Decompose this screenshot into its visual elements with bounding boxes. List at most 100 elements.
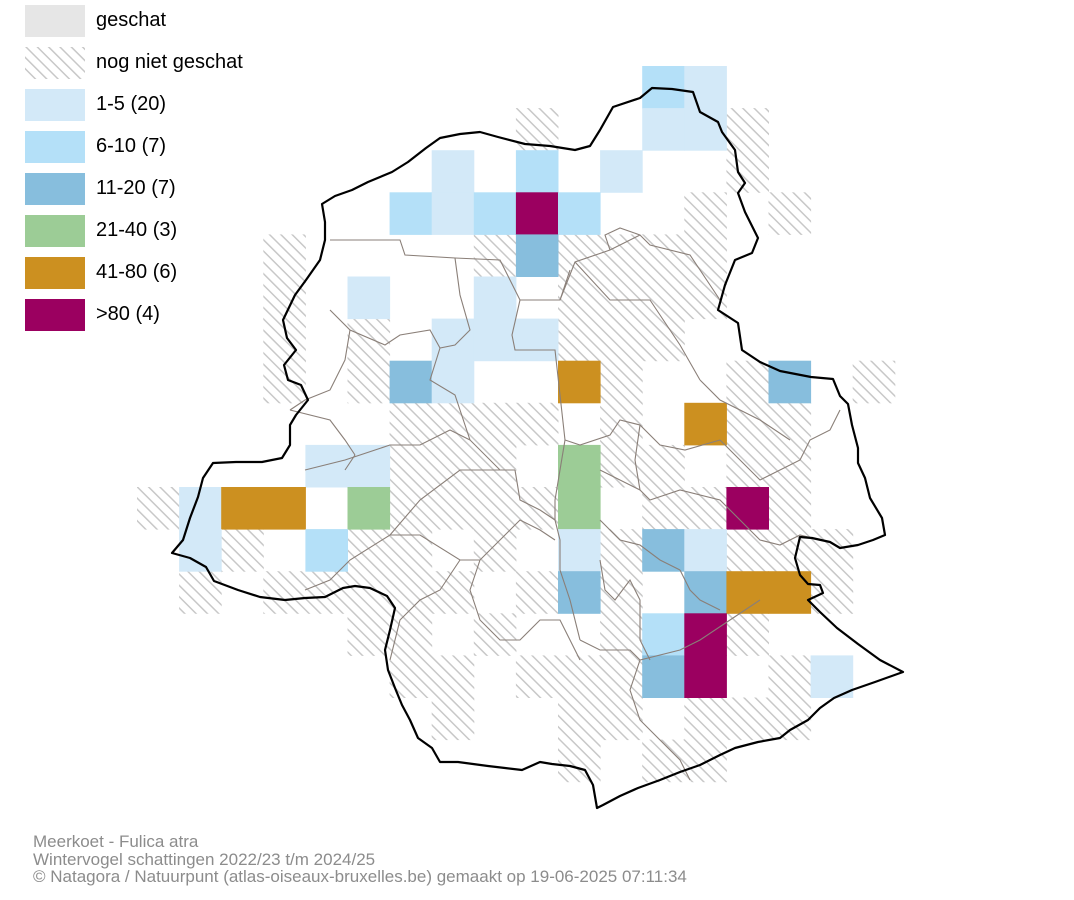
credit-line: © Natagora / Natuurpunt (atlas-oiseaux-b… <box>33 867 687 886</box>
abundance-cell-c1 <box>347 444 391 488</box>
legend-label: 41-80 (6) <box>96 261 178 283</box>
abundance-cell-c3 <box>515 234 559 277</box>
map-footer: Meerkoet - Fulica atra Wintervogel schat… <box>33 833 687 886</box>
not-surveyed-cell <box>431 655 475 698</box>
abundance-cell-c2 <box>473 192 517 235</box>
municipality-boundaries <box>289 227 841 781</box>
legend-swatch-1-5 <box>25 89 85 121</box>
not-surveyed-cell <box>389 444 433 488</box>
not-surveyed-cell <box>305 571 348 614</box>
not-surveyed-cell <box>347 571 391 614</box>
abundance-cell-c2 <box>642 613 685 656</box>
not-surveyed-cell <box>473 234 517 277</box>
not-surveyed-cell <box>684 234 727 277</box>
abundance-cell-c3 <box>389 360 433 404</box>
not-surveyed-cell <box>137 487 180 530</box>
not-surveyed-cell <box>558 655 601 698</box>
not-surveyed-cell <box>558 318 601 362</box>
not-surveyed-cell <box>642 234 685 277</box>
abundance-cell-c5 <box>221 487 264 530</box>
abundance-cell-c3 <box>642 529 685 572</box>
abundance-cell-c1 <box>431 360 475 404</box>
not-surveyed-cell <box>389 571 433 614</box>
not-surveyed-cell <box>515 402 559 446</box>
legend-swatch-surveyed <box>25 5 85 37</box>
not-surveyed-cell <box>768 529 812 572</box>
not-surveyed-cell <box>600 655 643 698</box>
abundance-cell-c3 <box>684 571 727 614</box>
abundance-cell-c1 <box>431 150 475 193</box>
not-surveyed-cell <box>473 529 517 572</box>
not-surveyed-cell <box>600 318 643 362</box>
not-surveyed-cell <box>347 318 391 362</box>
not-surveyed-cell <box>726 150 769 193</box>
not-surveyed-cell <box>347 360 391 404</box>
abundance-cell-c2 <box>642 66 685 109</box>
legend-swatch-not-surveyed <box>25 47 85 79</box>
not-surveyed-cell <box>431 697 475 741</box>
abundance-cell-c5 <box>558 360 601 404</box>
not-surveyed-cell <box>431 571 475 614</box>
abundance-cell-c6 <box>684 655 727 698</box>
not-surveyed-cell <box>558 697 601 741</box>
not-surveyed-cell <box>473 402 517 446</box>
abundance-cell-c1 <box>305 444 348 488</box>
not-surveyed-cell <box>768 402 812 446</box>
not-surveyed-cell <box>515 655 559 698</box>
not-surveyed-cell <box>389 402 433 446</box>
abundance-cell-c6 <box>684 613 727 656</box>
not-surveyed-cell <box>558 739 601 783</box>
not-surveyed-cell <box>179 571 222 614</box>
not-surveyed-cell <box>263 234 306 277</box>
abundance-cell-c1 <box>431 192 475 235</box>
legend-swatch-21-40 <box>25 215 85 247</box>
not-surveyed-cell <box>726 444 769 488</box>
not-surveyed-cell <box>768 487 812 530</box>
not-surveyed-cell <box>726 108 769 151</box>
not-surveyed-cell <box>389 487 433 530</box>
not-surveyed-cell <box>684 192 727 235</box>
abundance-cell-c1 <box>642 108 685 151</box>
not-surveyed-cell <box>642 444 685 488</box>
not-surveyed-cell <box>684 697 727 741</box>
legend-label: 21-40 (3) <box>96 219 178 241</box>
not-surveyed-cell <box>473 487 517 530</box>
not-surveyed-cell <box>347 613 391 656</box>
not-surveyed-cell <box>431 487 475 530</box>
abundance-cells <box>179 66 854 698</box>
abundance-cell-c1 <box>810 655 854 698</box>
abundance-cell-c4 <box>558 487 601 530</box>
not-surveyed-cell <box>389 529 433 572</box>
abundance-cell-c1 <box>515 318 559 362</box>
not-surveyed-cell <box>726 529 769 572</box>
abundance-cell-c3 <box>768 360 812 404</box>
not-surveyed-cell <box>726 402 769 446</box>
abundance-cell-c2 <box>515 150 559 193</box>
legend-label: geschat <box>96 9 167 31</box>
abundance-cell-c5 <box>726 571 769 614</box>
not-surveyed-cell <box>642 739 685 783</box>
legend-label: 11-20 (7) <box>96 177 176 199</box>
not-surveyed-cell <box>684 487 727 530</box>
abundance-cell-c3 <box>558 571 601 614</box>
region-outline <box>170 86 905 810</box>
abundance-cell-c5 <box>263 487 306 530</box>
not-surveyed-cell <box>600 360 643 404</box>
not-surveyed-cell <box>768 697 812 741</box>
abundance-cell-c6 <box>726 487 769 530</box>
abundance-cell-c1 <box>179 487 222 530</box>
not-surveyed-cell <box>221 529 264 572</box>
not-surveyed-cell <box>726 360 769 404</box>
not-surveyed-cell <box>642 276 685 320</box>
not-surveyed-cell <box>347 529 391 572</box>
abundance-cell-c1 <box>684 529 727 572</box>
abundance-cell-c6 <box>515 192 559 235</box>
not-surveyed-cell <box>852 360 896 404</box>
abundance-cell-c2 <box>389 192 433 235</box>
not-surveyed-cell <box>726 613 769 656</box>
legend-label: nog niet geschat <box>96 51 243 73</box>
legend-swatch-over-80 <box>25 299 85 331</box>
legend-swatch-11-20 <box>25 173 85 205</box>
not-surveyed-cell <box>642 318 685 362</box>
legend-label: >80 (4) <box>96 303 160 325</box>
